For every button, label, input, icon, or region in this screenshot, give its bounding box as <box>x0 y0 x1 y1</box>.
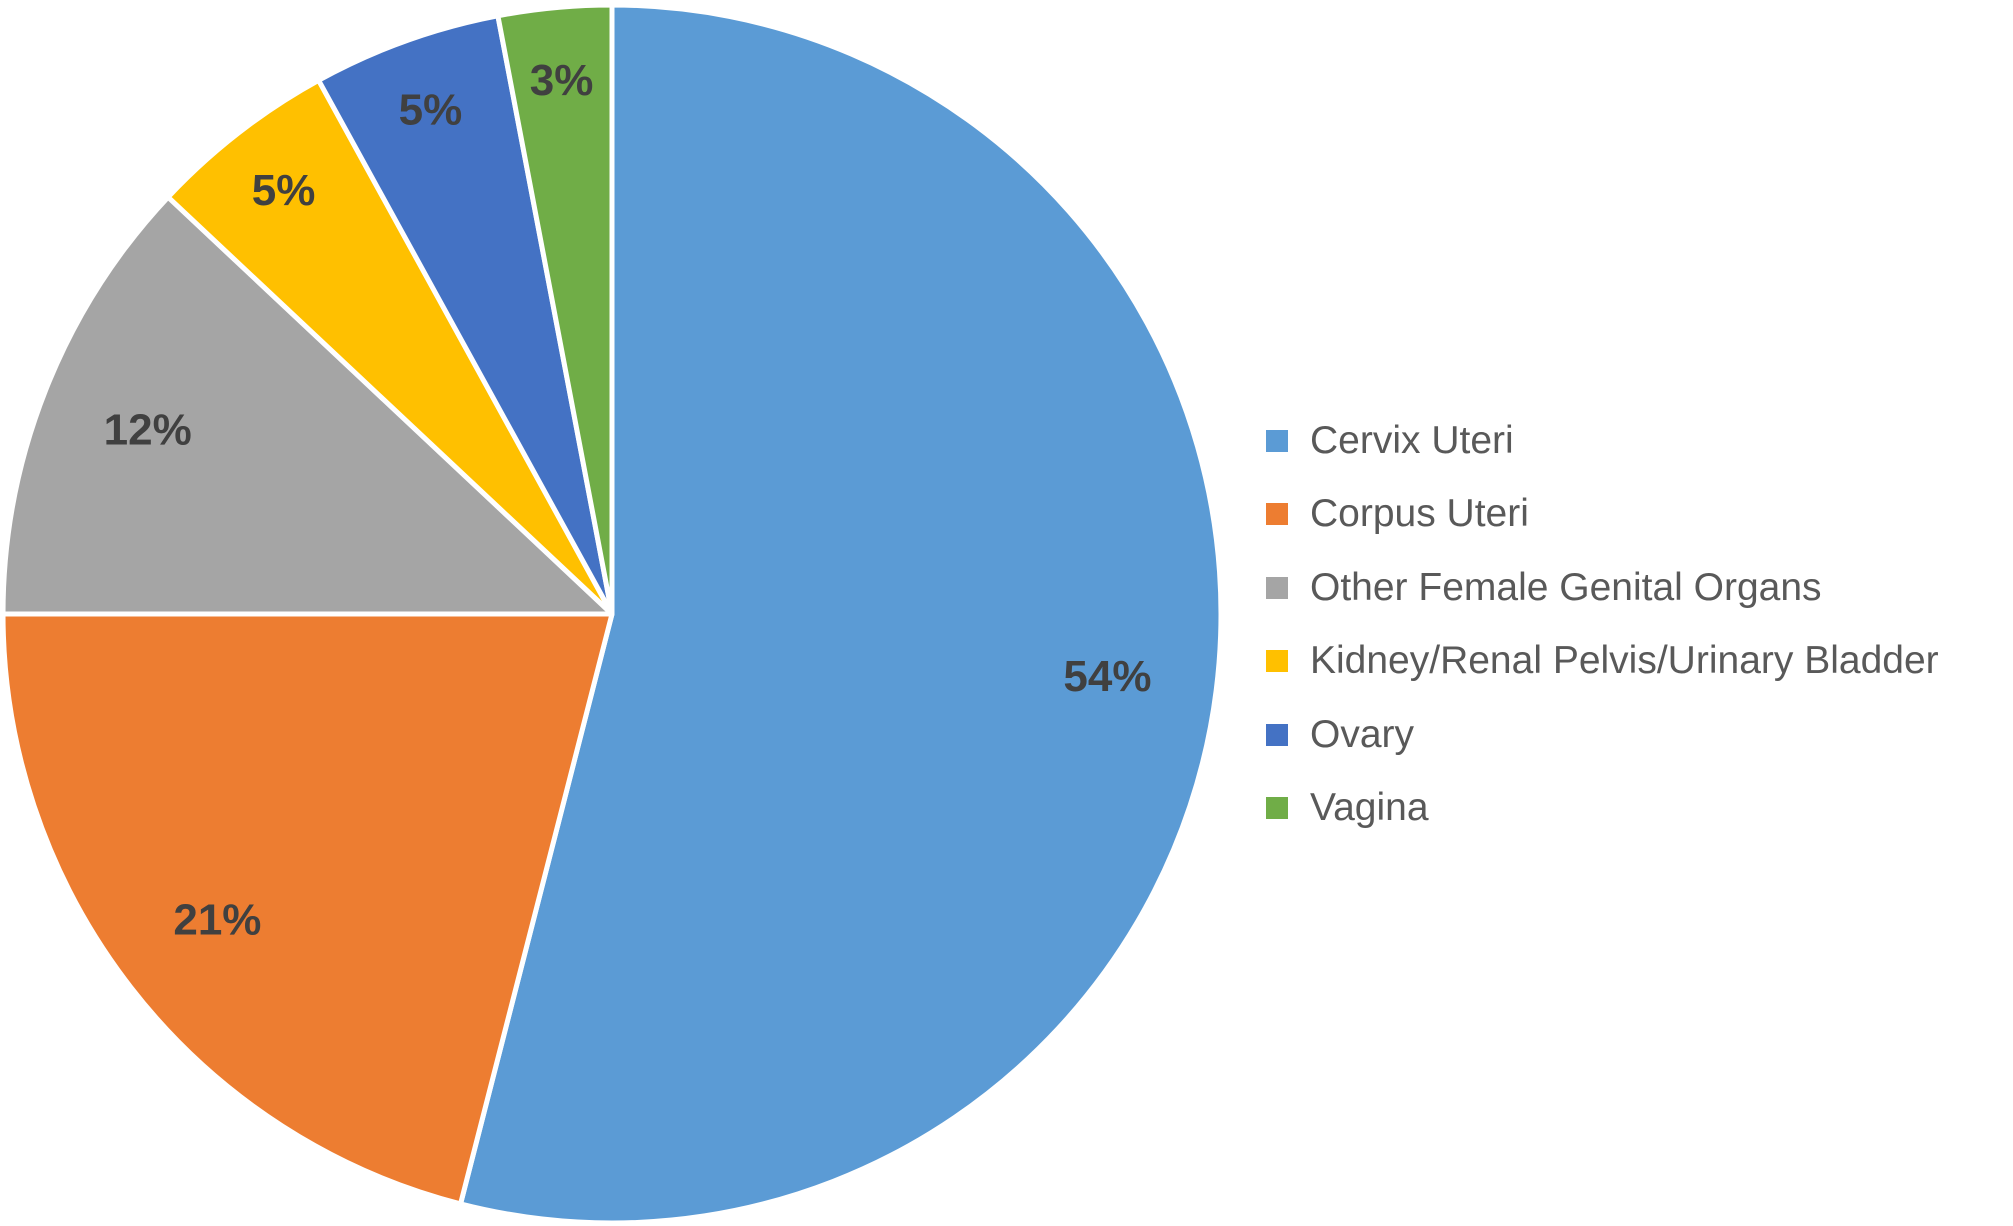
pie-slice-cervix-uteri <box>458 2 1224 1226</box>
data-label-vagina: 3% <box>530 56 594 105</box>
legend-label: Corpus Uteri <box>1310 492 1529 536</box>
data-label-ovary: 5% <box>399 85 463 134</box>
data-label-kidney-renal-pelvis-urinary-bladder: 5% <box>252 166 316 215</box>
legend-item-kidney-renal-pelvis-urinary-bladder: Kidney/Renal Pelvis/Urinary Bladder <box>1266 625 1939 699</box>
legend-label: Other Female Genital Organs <box>1310 565 1822 609</box>
legend-label: Kidney/Renal Pelvis/Urinary Bladder <box>1310 639 1939 683</box>
pie-slice-vagina <box>495 2 615 617</box>
legend-swatch <box>1266 429 1288 452</box>
pie-data-labels: 54% 21% 12% 5% 5% 3% <box>104 56 1152 945</box>
legend-swatch <box>1266 723 1288 746</box>
data-label-corpus-uteri: 21% <box>173 896 261 945</box>
legend-item-vagina: Vagina <box>1266 772 1939 846</box>
legend-label: Vagina <box>1310 786 1429 830</box>
legend-swatch <box>1266 576 1288 599</box>
legend-item-ovary: Ovary <box>1266 698 1939 772</box>
data-label-cervix-uteri: 54% <box>1063 652 1151 701</box>
legend-label: Ovary <box>1310 712 1415 756</box>
legend-item-cervix-uteri: Cervix Uteri <box>1266 404 1939 478</box>
legend-swatch <box>1266 503 1288 526</box>
legend-item-other-female-genital-organs: Other Female Genital Organs <box>1266 551 1939 625</box>
pie-slice-kidney-renal-pelvis-urinary-bladder <box>165 77 615 617</box>
pie-slices <box>0 2 1224 1226</box>
legend-swatch <box>1266 797 1288 820</box>
pie-slice-ovary <box>316 13 615 617</box>
legend-item-corpus-uteri: Corpus Uteri <box>1266 478 1939 552</box>
legend-label: Cervix Uteri <box>1310 418 1514 462</box>
legend-swatch <box>1266 650 1288 673</box>
data-label-other-female-genital-organs: 12% <box>104 406 192 455</box>
pie-slice-other-female-genital-organs <box>0 194 615 617</box>
pie-slice-corpus-uteri <box>0 611 615 1207</box>
chart-legend: Cervix Uteri Corpus Uteri Other Female Gen… <box>1266 404 1939 845</box>
